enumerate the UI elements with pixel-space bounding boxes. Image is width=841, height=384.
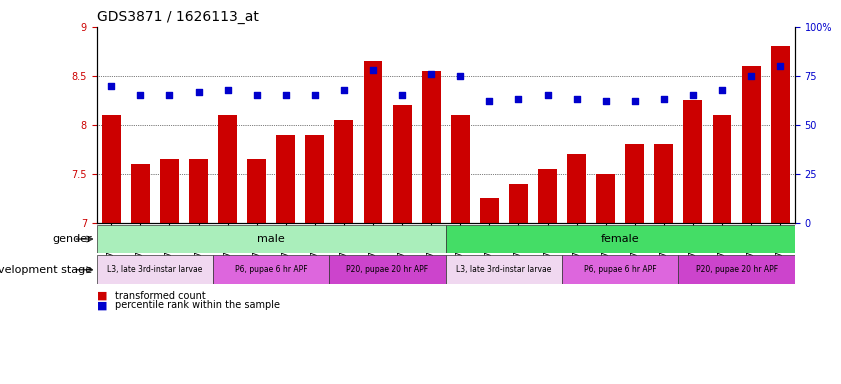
Text: ■: ■ <box>97 291 107 301</box>
Point <box>686 92 700 98</box>
Bar <box>770 46 790 223</box>
Bar <box>567 154 586 223</box>
Text: gender: gender <box>53 234 93 244</box>
Point <box>134 92 147 98</box>
Point <box>337 86 351 93</box>
Point <box>716 86 729 93</box>
Bar <box>596 174 615 223</box>
Point <box>162 92 176 98</box>
Bar <box>97 255 213 284</box>
Point <box>453 73 467 79</box>
Point <box>104 83 118 89</box>
Text: male: male <box>257 234 285 244</box>
Point <box>744 73 758 79</box>
Bar <box>679 255 795 284</box>
Bar <box>218 115 237 223</box>
Point <box>657 96 670 103</box>
Point <box>367 67 380 73</box>
Point <box>570 96 584 103</box>
Bar <box>213 255 330 284</box>
Text: GDS3871 / 1626113_at: GDS3871 / 1626113_at <box>97 10 258 25</box>
Point <box>279 92 293 98</box>
Text: percentile rank within the sample: percentile rank within the sample <box>115 300 280 310</box>
Bar <box>654 144 674 223</box>
Bar <box>446 255 562 284</box>
Bar <box>742 66 760 223</box>
Text: ■: ■ <box>97 300 107 310</box>
Bar <box>160 159 179 223</box>
Bar <box>97 225 446 253</box>
Point <box>774 63 787 69</box>
Text: P20, pupae 20 hr APF: P20, pupae 20 hr APF <box>346 265 429 274</box>
Point <box>483 98 496 104</box>
Point <box>192 88 205 94</box>
Bar <box>189 159 208 223</box>
Bar <box>626 144 644 223</box>
Bar <box>421 71 441 223</box>
Bar <box>480 198 499 223</box>
Bar <box>363 61 383 223</box>
Bar <box>538 169 557 223</box>
Text: L3, late 3rd-instar larvae: L3, late 3rd-instar larvae <box>107 265 203 274</box>
Text: P6, pupae 6 hr APF: P6, pupae 6 hr APF <box>584 265 657 274</box>
Bar <box>102 115 121 223</box>
Bar <box>712 115 732 223</box>
Point <box>221 86 235 93</box>
Bar <box>131 164 150 223</box>
Bar <box>451 115 470 223</box>
Text: transformed count: transformed count <box>115 291 206 301</box>
Point <box>511 96 525 103</box>
Point <box>628 98 642 104</box>
Point <box>395 92 409 98</box>
Bar <box>684 100 702 223</box>
Point <box>250 92 263 98</box>
Text: female: female <box>601 234 639 244</box>
Bar <box>509 184 528 223</box>
Point <box>308 92 321 98</box>
Bar <box>247 159 266 223</box>
Bar <box>335 120 353 223</box>
Point <box>541 92 554 98</box>
Bar <box>305 135 325 223</box>
Text: development stage: development stage <box>0 265 93 275</box>
Text: P20, pupae 20 hr APF: P20, pupae 20 hr APF <box>696 265 778 274</box>
Point <box>425 71 438 77</box>
Point <box>599 98 612 104</box>
Text: P6, pupae 6 hr APF: P6, pupae 6 hr APF <box>235 265 308 274</box>
Text: L3, late 3rd-instar larvae: L3, late 3rd-instar larvae <box>456 265 552 274</box>
Bar <box>446 225 795 253</box>
Bar <box>277 135 295 223</box>
Bar <box>562 255 679 284</box>
Bar <box>393 105 411 223</box>
Bar <box>330 255 446 284</box>
